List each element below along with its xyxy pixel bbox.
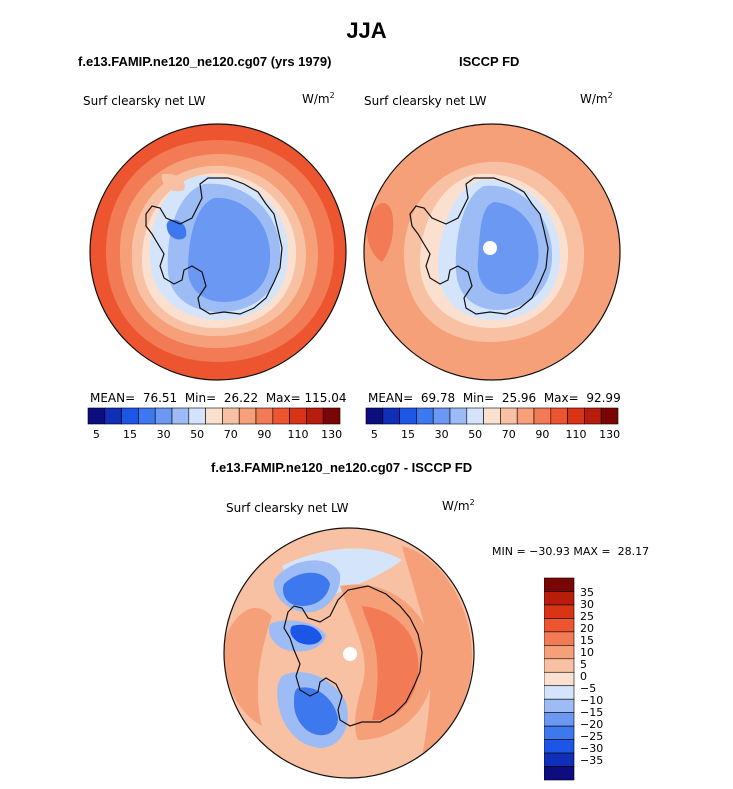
colorbar-swatch: [222, 407, 240, 425]
colorbar-tick: 15: [401, 428, 415, 441]
colorbar-swatch: [466, 407, 484, 425]
colorbar-swatch: [205, 407, 223, 425]
colorbar-swatch: [533, 407, 552, 425]
obs-stats: MEAN= 69.78 Min= 25.96 Max= 92.99: [368, 391, 621, 405]
colorbar-tick: 5: [371, 428, 378, 441]
colorbar-tick: 110: [288, 428, 309, 441]
colorbar-tick: −25: [580, 730, 603, 743]
diff-variable-label: Surf clearsky net LW: [226, 501, 349, 515]
colorbar-swatch: [600, 407, 619, 425]
obs-polar-map: [363, 123, 621, 381]
model-stats: MEAN= 76.51 Min= 26.22 Max= 115.04: [90, 391, 347, 405]
colorbar-tick: −35: [580, 754, 603, 767]
obs-colorbar-ticks: 5 15 30 50 70 90 110 130: [371, 428, 620, 441]
colorbar-tick: 20: [580, 622, 594, 635]
colorbar-swatch: [544, 698, 575, 713]
colorbar-swatch: [255, 407, 274, 425]
colorbar-tick: 130: [599, 428, 620, 441]
model-panel-title: f.e13.FAMIP.ne120_ne120.cg07 (yrs 1979): [78, 54, 332, 69]
colorbar-swatch: [138, 407, 156, 425]
colorbar-swatch: [544, 739, 575, 754]
colorbar-swatch: [104, 407, 122, 425]
colorbar-swatch: [432, 407, 451, 425]
colorbar-swatch: [544, 752, 575, 767]
model-polar-map: [89, 123, 347, 381]
colorbar-tick: 30: [157, 428, 171, 441]
colorbar-tick: 130: [321, 428, 342, 441]
colorbar-swatch: [87, 407, 106, 425]
colorbar-swatch: [550, 407, 568, 425]
colorbar-tick: −20: [580, 718, 603, 731]
colorbar-swatch: [449, 407, 468, 425]
colorbar-tick: −30: [580, 742, 603, 755]
colorbar-tick: 90: [257, 428, 271, 441]
colorbar-tick: 35: [580, 586, 594, 599]
model-colorbar: 5 15 30 50 70 90 110 130: [87, 407, 342, 441]
colorbar-swatch: [544, 645, 575, 660]
colorbar-swatch: [382, 407, 400, 425]
diff-units-label: W/m2: [442, 498, 475, 513]
model-variable-label: Surf clearsky net LW: [83, 94, 206, 108]
diff-colorbar-ticks: 35 30 25 20 15 10 5 0 −5 −10 −15 −20 −25…: [580, 586, 603, 767]
colorbar-swatch: [500, 407, 518, 425]
diff-stats: MIN = −30.93 MAX = 28.17: [492, 545, 650, 558]
obs-colorbar: 5 15 30 50 70 90 110 130: [365, 407, 620, 441]
colorbar-swatch: [516, 407, 535, 425]
diff-colorbar: 35 30 25 20 15 10 5 0 −5 −10 −15 −20 −25…: [544, 577, 603, 781]
colorbar-swatch: [544, 766, 575, 781]
colorbar-tick: −15: [580, 706, 603, 719]
colorbar-swatch: [544, 604, 575, 619]
colorbar-tick: 0: [580, 670, 587, 683]
colorbar-tick: 30: [580, 598, 594, 611]
colorbar-tick: 90: [535, 428, 549, 441]
model-colorbar-ticks: 5 15 30 50 70 90 110 130: [93, 428, 342, 441]
colorbar-tick: 5: [93, 428, 100, 441]
colorbar-swatch: [365, 407, 384, 425]
colorbar-tick: 70: [502, 428, 516, 441]
colorbar-tick: 110: [566, 428, 587, 441]
colorbar-tick: 15: [580, 634, 594, 647]
colorbar-swatch: [584, 407, 602, 425]
colorbar-swatch: [544, 618, 575, 633]
colorbar-swatch: [544, 671, 575, 687]
colorbar-swatch: [188, 407, 206, 425]
colorbar-swatch: [121, 407, 139, 425]
colorbar-tick: 30: [435, 428, 449, 441]
colorbar-swatch: [154, 407, 173, 425]
colorbar-swatch: [483, 407, 501, 425]
colorbar-tick: −10: [580, 694, 603, 707]
colorbar-swatch: [272, 407, 290, 425]
obs-units-label: W/m2: [580, 91, 613, 106]
page-title: JJA: [346, 18, 387, 43]
diff-polar-map: [223, 527, 475, 779]
colorbar-swatch: [399, 407, 417, 425]
colorbar-swatch: [322, 407, 341, 425]
colorbar-swatch: [544, 725, 575, 740]
colorbar-tick: 15: [123, 428, 137, 441]
colorbar-swatch: [289, 407, 307, 425]
colorbar-swatch: [416, 407, 434, 425]
obs-variable-label: Surf clearsky net LW: [364, 94, 487, 108]
colorbar-tick: 50: [190, 428, 204, 441]
colorbar-swatch: [544, 631, 575, 646]
colorbar-swatch: [544, 658, 575, 673]
model-units-label: W/m2: [302, 91, 335, 106]
colorbar-tick: 50: [468, 428, 482, 441]
colorbar-swatch: [544, 712, 575, 727]
colorbar-tick: 70: [224, 428, 238, 441]
colorbar-tick: −5: [580, 682, 596, 695]
colorbar-swatch: [544, 577, 575, 592]
obs-panel-title: ISCCP FD: [459, 54, 520, 69]
diff-panel-title: f.e13.FAMIP.ne120_ne120.cg07 - ISCCP FD: [211, 460, 473, 475]
colorbar-tick: 5: [580, 658, 587, 671]
colorbar-tick: 10: [580, 646, 594, 659]
colorbar-swatch: [238, 407, 257, 425]
colorbar-swatch: [171, 407, 190, 425]
colorbar-swatch: [544, 591, 575, 606]
colorbar-swatch: [306, 407, 324, 425]
colorbar-swatch: [544, 685, 575, 700]
colorbar-swatch: [567, 407, 585, 425]
colorbar-tick: 25: [580, 610, 594, 623]
